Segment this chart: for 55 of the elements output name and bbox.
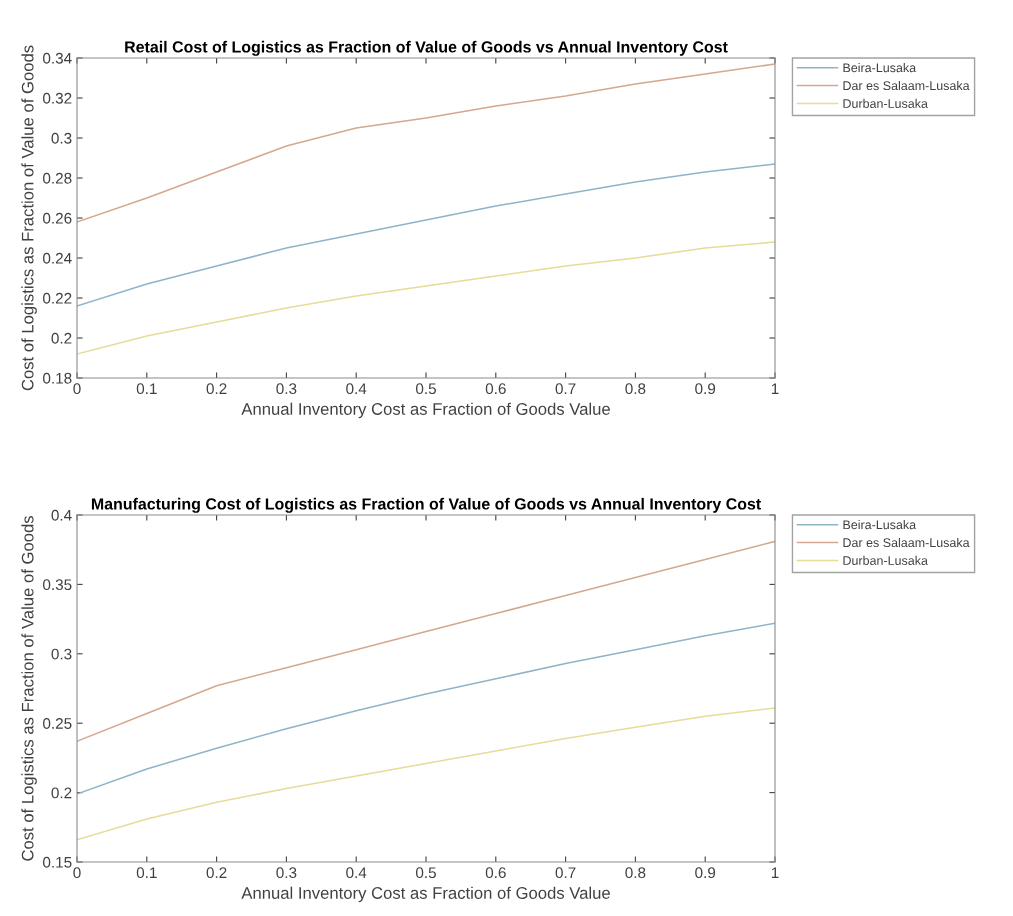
x-tick-label: 0 <box>73 383 81 395</box>
x-tick-label: 0.6 <box>485 383 506 395</box>
x-tick-label: 0.8 <box>625 383 646 395</box>
legend-label: Durban-Lusaka <box>843 98 928 108</box>
y-tick-label: 0.25 <box>43 718 72 729</box>
y-tick-label: 0.22 <box>43 292 72 304</box>
x-tick-label: 0.9 <box>695 383 716 395</box>
x-axis-title: Annual Inventory Cost as Fraction of Goods Value <box>241 886 610 903</box>
line-series <box>77 63 775 223</box>
x-tick-label: 0.8 <box>625 867 646 879</box>
x-tick-label: 0.5 <box>415 867 436 879</box>
line-series <box>77 163 775 307</box>
x-tick-label: 0.1 <box>136 383 157 395</box>
x-tick-label: 0.2 <box>206 867 227 879</box>
x-tick-label: 0.1 <box>136 867 157 879</box>
y-tick-label: 0.2 <box>51 332 72 344</box>
x-tick-label: 0.3 <box>276 867 297 879</box>
chart-title: Retail Cost of Logistics as Fraction of Value of Goods vs Annual Inventory Cost <box>125 40 728 56</box>
line-series <box>77 540 775 743</box>
x-tick-label: 0.9 <box>695 867 716 879</box>
y-tick-label: 0.34 <box>43 52 72 64</box>
x-tick-label: 0.7 <box>555 383 576 395</box>
y-tick-label: 0.32 <box>43 92 72 104</box>
legend-label: Beira-Lusaka <box>843 63 917 73</box>
legend-label: Dar es Salaam-Lusaka <box>843 80 970 91</box>
x-tick-label: 1 <box>771 867 779 878</box>
legend-label: Beira-Lusaka <box>843 520 917 530</box>
y-tick-label: 0.3 <box>51 132 72 144</box>
y-tick-label: 0.2 <box>51 787 72 799</box>
y-tick-label: 0.28 <box>43 172 72 184</box>
x-tick-label: 0.7 <box>555 867 576 879</box>
y-tick-label: 0.24 <box>43 252 72 264</box>
y-tick-label: 0.3 <box>51 648 72 660</box>
y-axis-title: Cost of Logistics as Fraction of Value of Goods <box>21 45 37 391</box>
chart-title: Manufacturing Cost of Logistics as Fraction of Value of Goods vs Annual Inventory Cost <box>91 497 761 513</box>
y-tick-label: 0.18 <box>43 372 72 384</box>
y-tick-label: 0.4 <box>51 509 72 521</box>
x-tick-label: 0.3 <box>276 383 297 395</box>
y-tick-label: 0.26 <box>43 212 72 224</box>
line-series <box>77 707 775 841</box>
x-axis-title: Annual Inventory Cost as Fraction of Goods Value <box>241 402 610 419</box>
x-tick-label: 0.4 <box>346 383 367 395</box>
line-series <box>77 241 775 355</box>
x-tick-label: 0 <box>73 867 81 879</box>
legend-label: Dar es Salaam-Lusaka <box>843 537 970 548</box>
x-tick-label: 0.2 <box>206 383 227 395</box>
legend-label: Durban-Lusaka <box>843 555 928 565</box>
line-series <box>77 622 775 795</box>
x-tick-label: 0.5 <box>415 383 436 395</box>
y-axis-title: Cost of Logistics as Fraction of Value of Goods <box>21 516 37 861</box>
x-tick-label: 0.6 <box>485 867 506 879</box>
y-tick-label: 0.15 <box>43 856 72 868</box>
y-tick-label: 0.35 <box>43 579 72 591</box>
x-tick-label: 1 <box>771 383 779 394</box>
x-tick-label: 0.4 <box>346 867 367 879</box>
